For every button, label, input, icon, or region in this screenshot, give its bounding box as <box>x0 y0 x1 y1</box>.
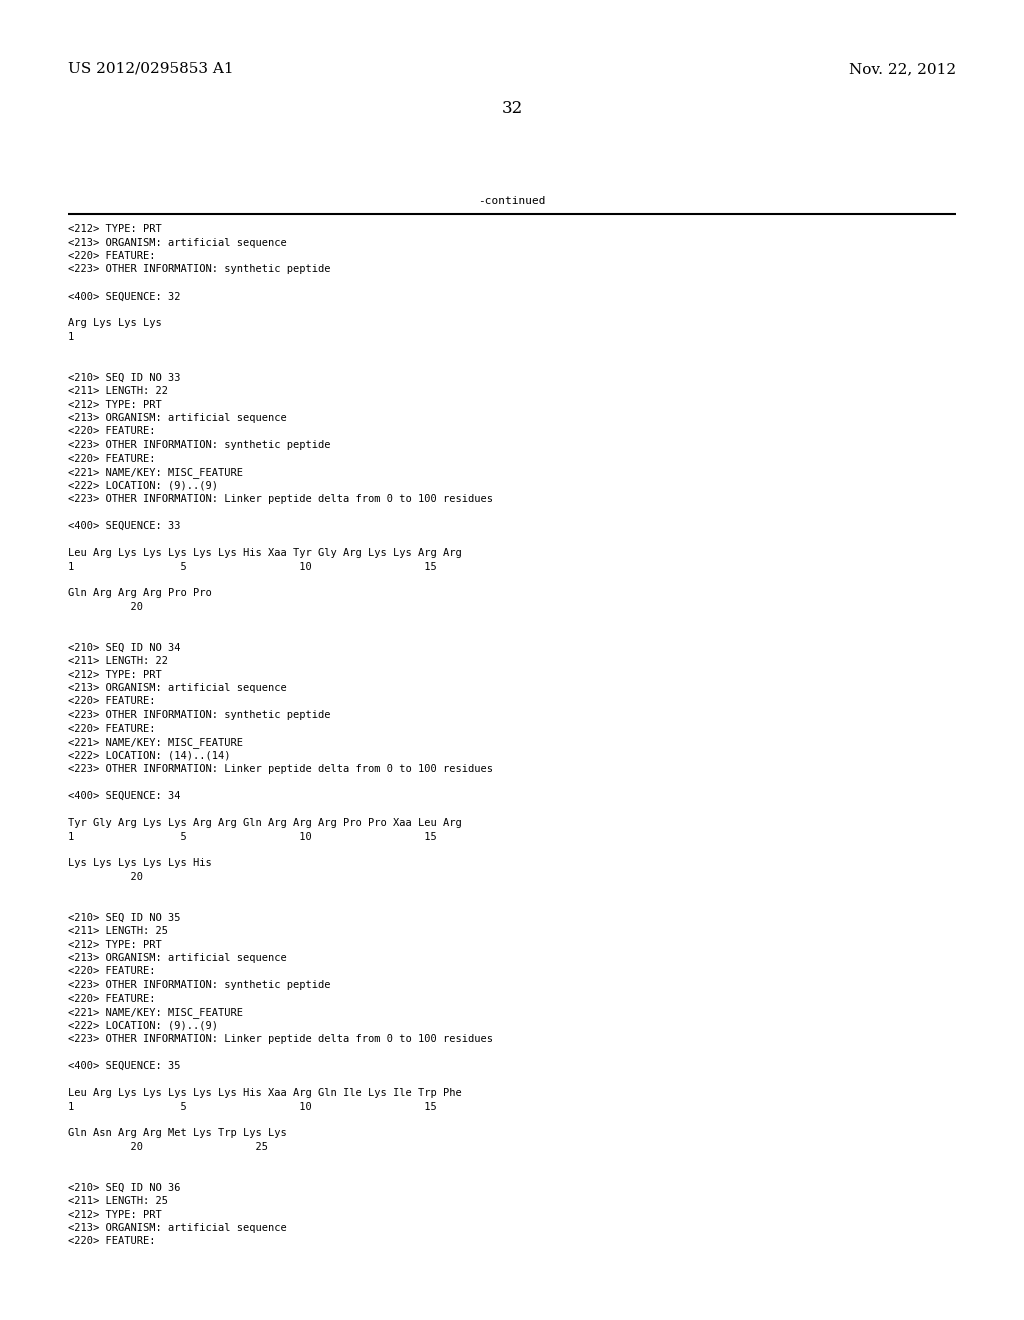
Text: <212> TYPE: PRT: <212> TYPE: PRT <box>68 940 162 949</box>
Text: 1                 5                  10                  15: 1 5 10 15 <box>68 832 437 842</box>
Text: <212> TYPE: PRT: <212> TYPE: PRT <box>68 400 162 409</box>
Text: <210> SEQ ID NO 36: <210> SEQ ID NO 36 <box>68 1183 180 1192</box>
Text: Leu Arg Lys Lys Lys Lys Lys His Xaa Tyr Gly Arg Lys Lys Arg Arg: Leu Arg Lys Lys Lys Lys Lys His Xaa Tyr … <box>68 548 462 558</box>
Text: <222> LOCATION: (9)..(9): <222> LOCATION: (9)..(9) <box>68 480 218 491</box>
Text: <400> SEQUENCE: 34: <400> SEQUENCE: 34 <box>68 791 180 801</box>
Text: <400> SEQUENCE: 35: <400> SEQUENCE: 35 <box>68 1061 180 1071</box>
Text: <213> ORGANISM: artificial sequence: <213> ORGANISM: artificial sequence <box>68 413 287 422</box>
Text: <211> LENGTH: 25: <211> LENGTH: 25 <box>68 927 168 936</box>
Text: 32: 32 <box>502 100 522 117</box>
Text: <220> FEATURE:: <220> FEATURE: <box>68 1237 156 1246</box>
Text: <223> OTHER INFORMATION: synthetic peptide: <223> OTHER INFORMATION: synthetic pepti… <box>68 264 331 275</box>
Text: <212> TYPE: PRT: <212> TYPE: PRT <box>68 1209 162 1220</box>
Text: 20: 20 <box>68 602 143 612</box>
Text: <210> SEQ ID NO 33: <210> SEQ ID NO 33 <box>68 372 180 383</box>
Text: <223> OTHER INFORMATION: synthetic peptide: <223> OTHER INFORMATION: synthetic pepti… <box>68 979 331 990</box>
Text: <221> NAME/KEY: MISC_FEATURE: <221> NAME/KEY: MISC_FEATURE <box>68 1007 243 1018</box>
Text: <220> FEATURE:: <220> FEATURE: <box>68 697 156 706</box>
Text: <400> SEQUENCE: 33: <400> SEQUENCE: 33 <box>68 521 180 531</box>
Text: <220> FEATURE:: <220> FEATURE: <box>68 994 156 1003</box>
Text: <213> ORGANISM: artificial sequence: <213> ORGANISM: artificial sequence <box>68 953 287 964</box>
Text: <220> FEATURE:: <220> FEATURE: <box>68 454 156 463</box>
Text: <213> ORGANISM: artificial sequence: <213> ORGANISM: artificial sequence <box>68 682 287 693</box>
Text: <220> FEATURE:: <220> FEATURE: <box>68 426 156 437</box>
Text: Tyr Gly Arg Lys Lys Arg Arg Gln Arg Arg Arg Pro Pro Xaa Leu Arg: Tyr Gly Arg Lys Lys Arg Arg Gln Arg Arg … <box>68 818 462 828</box>
Text: Gln Arg Arg Arg Pro Pro: Gln Arg Arg Arg Pro Pro <box>68 589 212 598</box>
Text: Nov. 22, 2012: Nov. 22, 2012 <box>849 62 956 77</box>
Text: <221> NAME/KEY: MISC_FEATURE: <221> NAME/KEY: MISC_FEATURE <box>68 737 243 748</box>
Text: <221> NAME/KEY: MISC_FEATURE: <221> NAME/KEY: MISC_FEATURE <box>68 467 243 478</box>
Text: <222> LOCATION: (14)..(14): <222> LOCATION: (14)..(14) <box>68 751 230 760</box>
Text: <210> SEQ ID NO 34: <210> SEQ ID NO 34 <box>68 643 180 652</box>
Text: Arg Lys Lys Lys: Arg Lys Lys Lys <box>68 318 162 329</box>
Text: Lys Lys Lys Lys Lys His: Lys Lys Lys Lys Lys His <box>68 858 212 869</box>
Text: <211> LENGTH: 22: <211> LENGTH: 22 <box>68 385 168 396</box>
Text: <223> OTHER INFORMATION: synthetic peptide: <223> OTHER INFORMATION: synthetic pepti… <box>68 440 331 450</box>
Text: <400> SEQUENCE: 32: <400> SEQUENCE: 32 <box>68 292 180 301</box>
Text: <210> SEQ ID NO 35: <210> SEQ ID NO 35 <box>68 912 180 923</box>
Text: <220> FEATURE:: <220> FEATURE: <box>68 966 156 977</box>
Text: Leu Arg Lys Lys Lys Lys Lys His Xaa Arg Gln Ile Lys Ile Trp Phe: Leu Arg Lys Lys Lys Lys Lys His Xaa Arg … <box>68 1088 462 1098</box>
Text: 1: 1 <box>68 333 75 342</box>
Text: <223> OTHER INFORMATION: synthetic peptide: <223> OTHER INFORMATION: synthetic pepti… <box>68 710 331 719</box>
Text: <213> ORGANISM: artificial sequence: <213> ORGANISM: artificial sequence <box>68 238 287 248</box>
Text: <211> LENGTH: 22: <211> LENGTH: 22 <box>68 656 168 667</box>
Text: <222> LOCATION: (9)..(9): <222> LOCATION: (9)..(9) <box>68 1020 218 1031</box>
Text: <220> FEATURE:: <220> FEATURE: <box>68 251 156 261</box>
Text: <223> OTHER INFORMATION: Linker peptide delta from 0 to 100 residues: <223> OTHER INFORMATION: Linker peptide … <box>68 764 493 774</box>
Text: <211> LENGTH: 25: <211> LENGTH: 25 <box>68 1196 168 1206</box>
Text: <213> ORGANISM: artificial sequence: <213> ORGANISM: artificial sequence <box>68 1224 287 1233</box>
Text: <223> OTHER INFORMATION: Linker peptide delta from 0 to 100 residues: <223> OTHER INFORMATION: Linker peptide … <box>68 1034 493 1044</box>
Text: <220> FEATURE:: <220> FEATURE: <box>68 723 156 734</box>
Text: -continued: -continued <box>478 195 546 206</box>
Text: US 2012/0295853 A1: US 2012/0295853 A1 <box>68 62 233 77</box>
Text: <223> OTHER INFORMATION: Linker peptide delta from 0 to 100 residues: <223> OTHER INFORMATION: Linker peptide … <box>68 494 493 504</box>
Text: 20                  25: 20 25 <box>68 1142 268 1152</box>
Text: 1                 5                  10                  15: 1 5 10 15 <box>68 561 437 572</box>
Text: <212> TYPE: PRT: <212> TYPE: PRT <box>68 669 162 680</box>
Text: 1                 5                  10                  15: 1 5 10 15 <box>68 1101 437 1111</box>
Text: <212> TYPE: PRT: <212> TYPE: PRT <box>68 224 162 234</box>
Text: 20: 20 <box>68 873 143 882</box>
Text: Gln Asn Arg Arg Met Lys Trp Lys Lys: Gln Asn Arg Arg Met Lys Trp Lys Lys <box>68 1129 287 1138</box>
